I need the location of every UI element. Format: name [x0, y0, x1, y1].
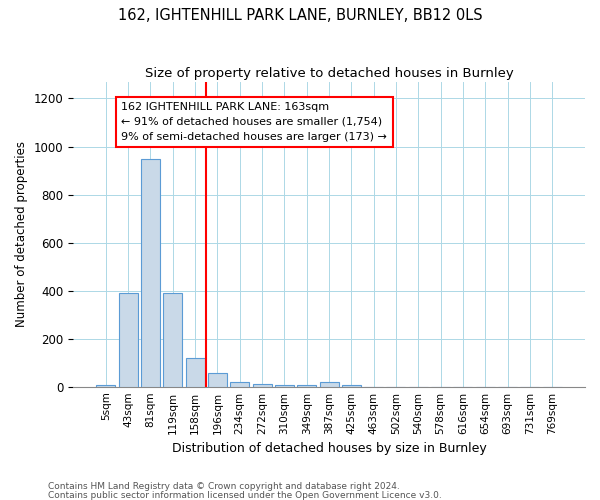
Bar [253, 384, 272, 386]
Bar [320, 382, 338, 386]
Text: 162, IGHTENHILL PARK LANE, BURNLEY, BB12 0LS: 162, IGHTENHILL PARK LANE, BURNLEY, BB12… [118, 8, 482, 22]
Bar [208, 374, 227, 386]
X-axis label: Distribution of detached houses by size in Burnley: Distribution of detached houses by size … [172, 442, 487, 455]
Bar [141, 158, 160, 386]
Title: Size of property relative to detached houses in Burnley: Size of property relative to detached ho… [145, 68, 514, 80]
Bar [230, 382, 249, 386]
Text: Contains HM Land Registry data © Crown copyright and database right 2024.: Contains HM Land Registry data © Crown c… [48, 482, 400, 491]
Bar [163, 293, 182, 386]
Text: Contains public sector information licensed under the Open Government Licence v3: Contains public sector information licen… [48, 490, 442, 500]
Bar [119, 293, 137, 386]
Bar [185, 358, 205, 386]
Y-axis label: Number of detached properties: Number of detached properties [15, 141, 28, 327]
Text: 162 IGHTENHILL PARK LANE: 163sqm
← 91% of detached houses are smaller (1,754)
9%: 162 IGHTENHILL PARK LANE: 163sqm ← 91% o… [121, 102, 387, 142]
